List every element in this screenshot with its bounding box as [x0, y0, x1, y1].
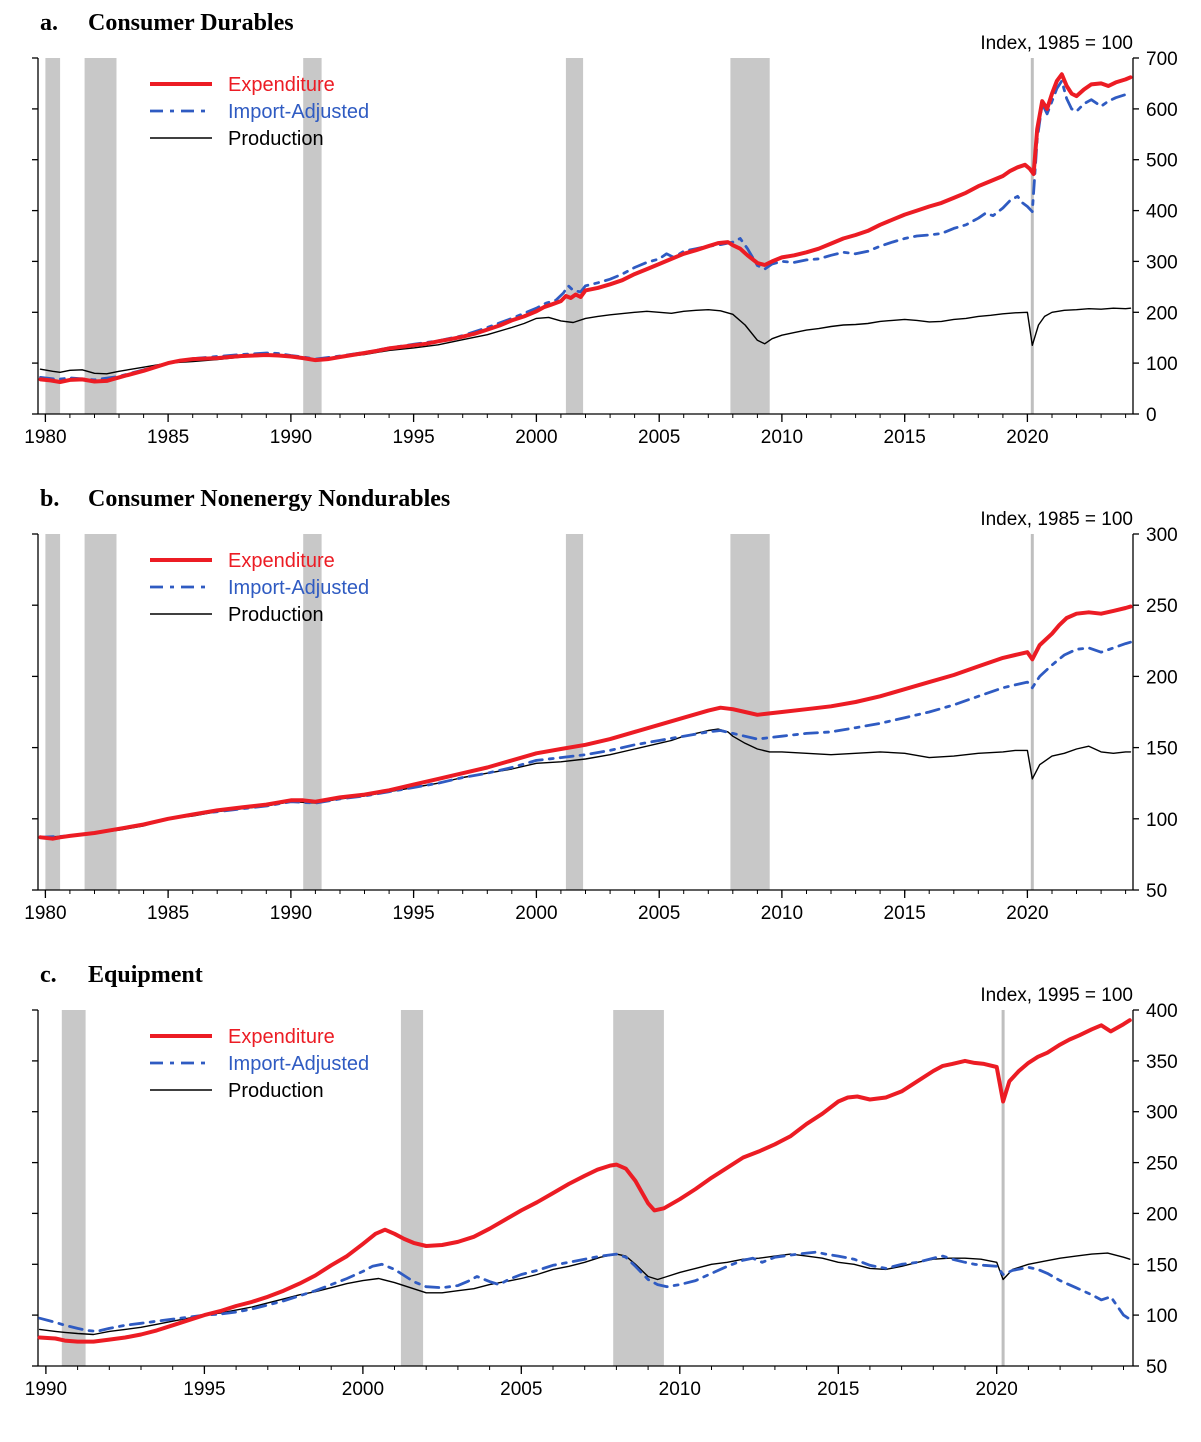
y-tick-label: 0 [1146, 405, 1157, 426]
y-tick-label: 300 [1146, 1103, 1178, 1124]
x-tick-label: 2010 [761, 427, 803, 448]
axis-unit-label: Index, 1985 = 100 [980, 34, 1133, 54]
y-tick-label: 350 [1146, 1052, 1178, 1073]
y-tick-label: 700 [1146, 49, 1178, 70]
y-tick-label: 100 [1146, 1306, 1178, 1327]
expenditure-line [38, 604, 1133, 841]
legend-label-production: Production [228, 1080, 324, 1102]
y-tick-label: 150 [1146, 1255, 1178, 1276]
x-tick-label: 2015 [884, 427, 926, 448]
chart-consumer-durables: 0 100 200 300 400 500 600 700 1980 1985 1990 1995 20… [24, 34, 1178, 448]
x-tick-label: 1980 [24, 903, 66, 924]
x-tick-label: 2010 [761, 903, 803, 924]
legend-label-expenditure: Expenditure [228, 550, 335, 572]
panel-equipment: c. Equipment 50 100 150 200 250 300 350 400 1990… [0, 952, 1201, 1414]
recession-band [565, 58, 584, 414]
y-tick-label: 600 [1146, 100, 1178, 121]
x-tick-label: 2020 [1006, 903, 1048, 924]
panel-consumer-nondurables: b. Consumer Nonenergy Nondurables 50 100 1… [0, 476, 1201, 938]
legend-label-expenditure: Expenditure [228, 1026, 335, 1048]
legend-label-expenditure: Expenditure [228, 74, 335, 96]
recession-band [303, 58, 322, 414]
import-adjusted-line [39, 79, 1132, 382]
x-tick-label: 2015 [884, 903, 926, 924]
recession-band [61, 1010, 86, 1366]
production-line [38, 1252, 1131, 1336]
recession-band [730, 58, 770, 414]
production-line [39, 307, 1132, 375]
panel-b-heading: Consumer Nonenergy Nondurables [88, 486, 451, 512]
x-tick-label: 1995 [183, 1379, 225, 1400]
x-tick-label: 1980 [24, 427, 66, 448]
panel-a-label: a. [40, 10, 58, 36]
panel-a-heading: Consumer Durables [88, 10, 294, 36]
y-tick-label: 400 [1146, 202, 1178, 223]
panel-consumer-durables: a. Consumer Durables 0 100 200 300 400 500 600… [0, 0, 1201, 462]
x-tick-label: 1990 [25, 1379, 67, 1400]
x-tick-label: 2010 [659, 1379, 701, 1400]
chart-consumer-nondurables: 50 100 150 200 250 300 1980 1985 1990 1995 2000 200… [24, 510, 1178, 924]
y-tick-label: 100 [1146, 354, 1178, 375]
legend-label-import-adjusted: Import-Adjusted [228, 577, 369, 599]
x-tick-label: 2015 [817, 1379, 859, 1400]
panel-a-title: a. Consumer Durables [0, 0, 1201, 36]
x-tick-label: 1985 [147, 903, 189, 924]
recession-band [84, 58, 117, 414]
chart-equipment: 50 100 150 200 250 300 350 400 1990 1995 2000 2005 2… [25, 986, 1178, 1400]
y-tick-label: 250 [1146, 596, 1178, 617]
import-adjusted-line [38, 1250, 1132, 1333]
recession-band [400, 1010, 424, 1366]
y-tick-label: 200 [1146, 667, 1178, 688]
x-tick-label: 2020 [1006, 427, 1048, 448]
panel-c-title: c. Equipment [0, 952, 1201, 988]
y-tick-label: 150 [1146, 739, 1178, 760]
x-tick-label: 1995 [392, 903, 434, 924]
x-tick-label: 1995 [392, 427, 434, 448]
x-tick-label: 2000 [515, 903, 557, 924]
x-tick-label: 2000 [342, 1379, 384, 1400]
axis-unit-label: Index, 1985 = 100 [980, 510, 1133, 530]
y-tick-label: 50 [1146, 1357, 1167, 1378]
y-tick-label: 300 [1146, 252, 1178, 273]
recession-band [45, 58, 61, 414]
y-tick-label: 250 [1146, 1154, 1178, 1175]
legend-label-import-adjusted: Import-Adjusted [228, 101, 369, 123]
legend-label-import-adjusted: Import-Adjusted [228, 1053, 369, 1075]
x-tick-label: 2005 [638, 427, 680, 448]
y-tick-label: 300 [1146, 525, 1178, 546]
x-tick-label: 1985 [147, 427, 189, 448]
panel-b-label: b. [40, 486, 60, 512]
x-tick-label: 1990 [270, 427, 312, 448]
panel-c-heading: Equipment [88, 962, 203, 988]
x-tick-label: 2000 [515, 427, 557, 448]
legend-label-production: Production [228, 604, 324, 626]
axis-unit-label: Index, 1995 = 100 [980, 986, 1133, 1006]
y-tick-label: 200 [1146, 303, 1178, 324]
legend-label-production: Production [228, 128, 324, 150]
y-tick-label: 50 [1146, 881, 1167, 902]
x-tick-label: 1990 [270, 903, 312, 924]
y-tick-label: 200 [1146, 1204, 1178, 1225]
y-tick-label: 500 [1146, 151, 1178, 172]
expenditure-line [38, 72, 1133, 384]
panel-c-label: c. [40, 962, 57, 988]
y-tick-label: 400 [1146, 1001, 1178, 1022]
recession-band [565, 534, 584, 890]
y-tick-label: 100 [1146, 810, 1178, 831]
expenditure-line [37, 1018, 1132, 1344]
panel-b-title: b. Consumer Nonenergy Nondurables [0, 476, 1201, 512]
recession-band [84, 534, 117, 890]
x-tick-label: 2020 [976, 1379, 1018, 1400]
x-tick-label: 2005 [500, 1379, 542, 1400]
recession-band [45, 534, 61, 890]
x-tick-label: 2005 [638, 903, 680, 924]
